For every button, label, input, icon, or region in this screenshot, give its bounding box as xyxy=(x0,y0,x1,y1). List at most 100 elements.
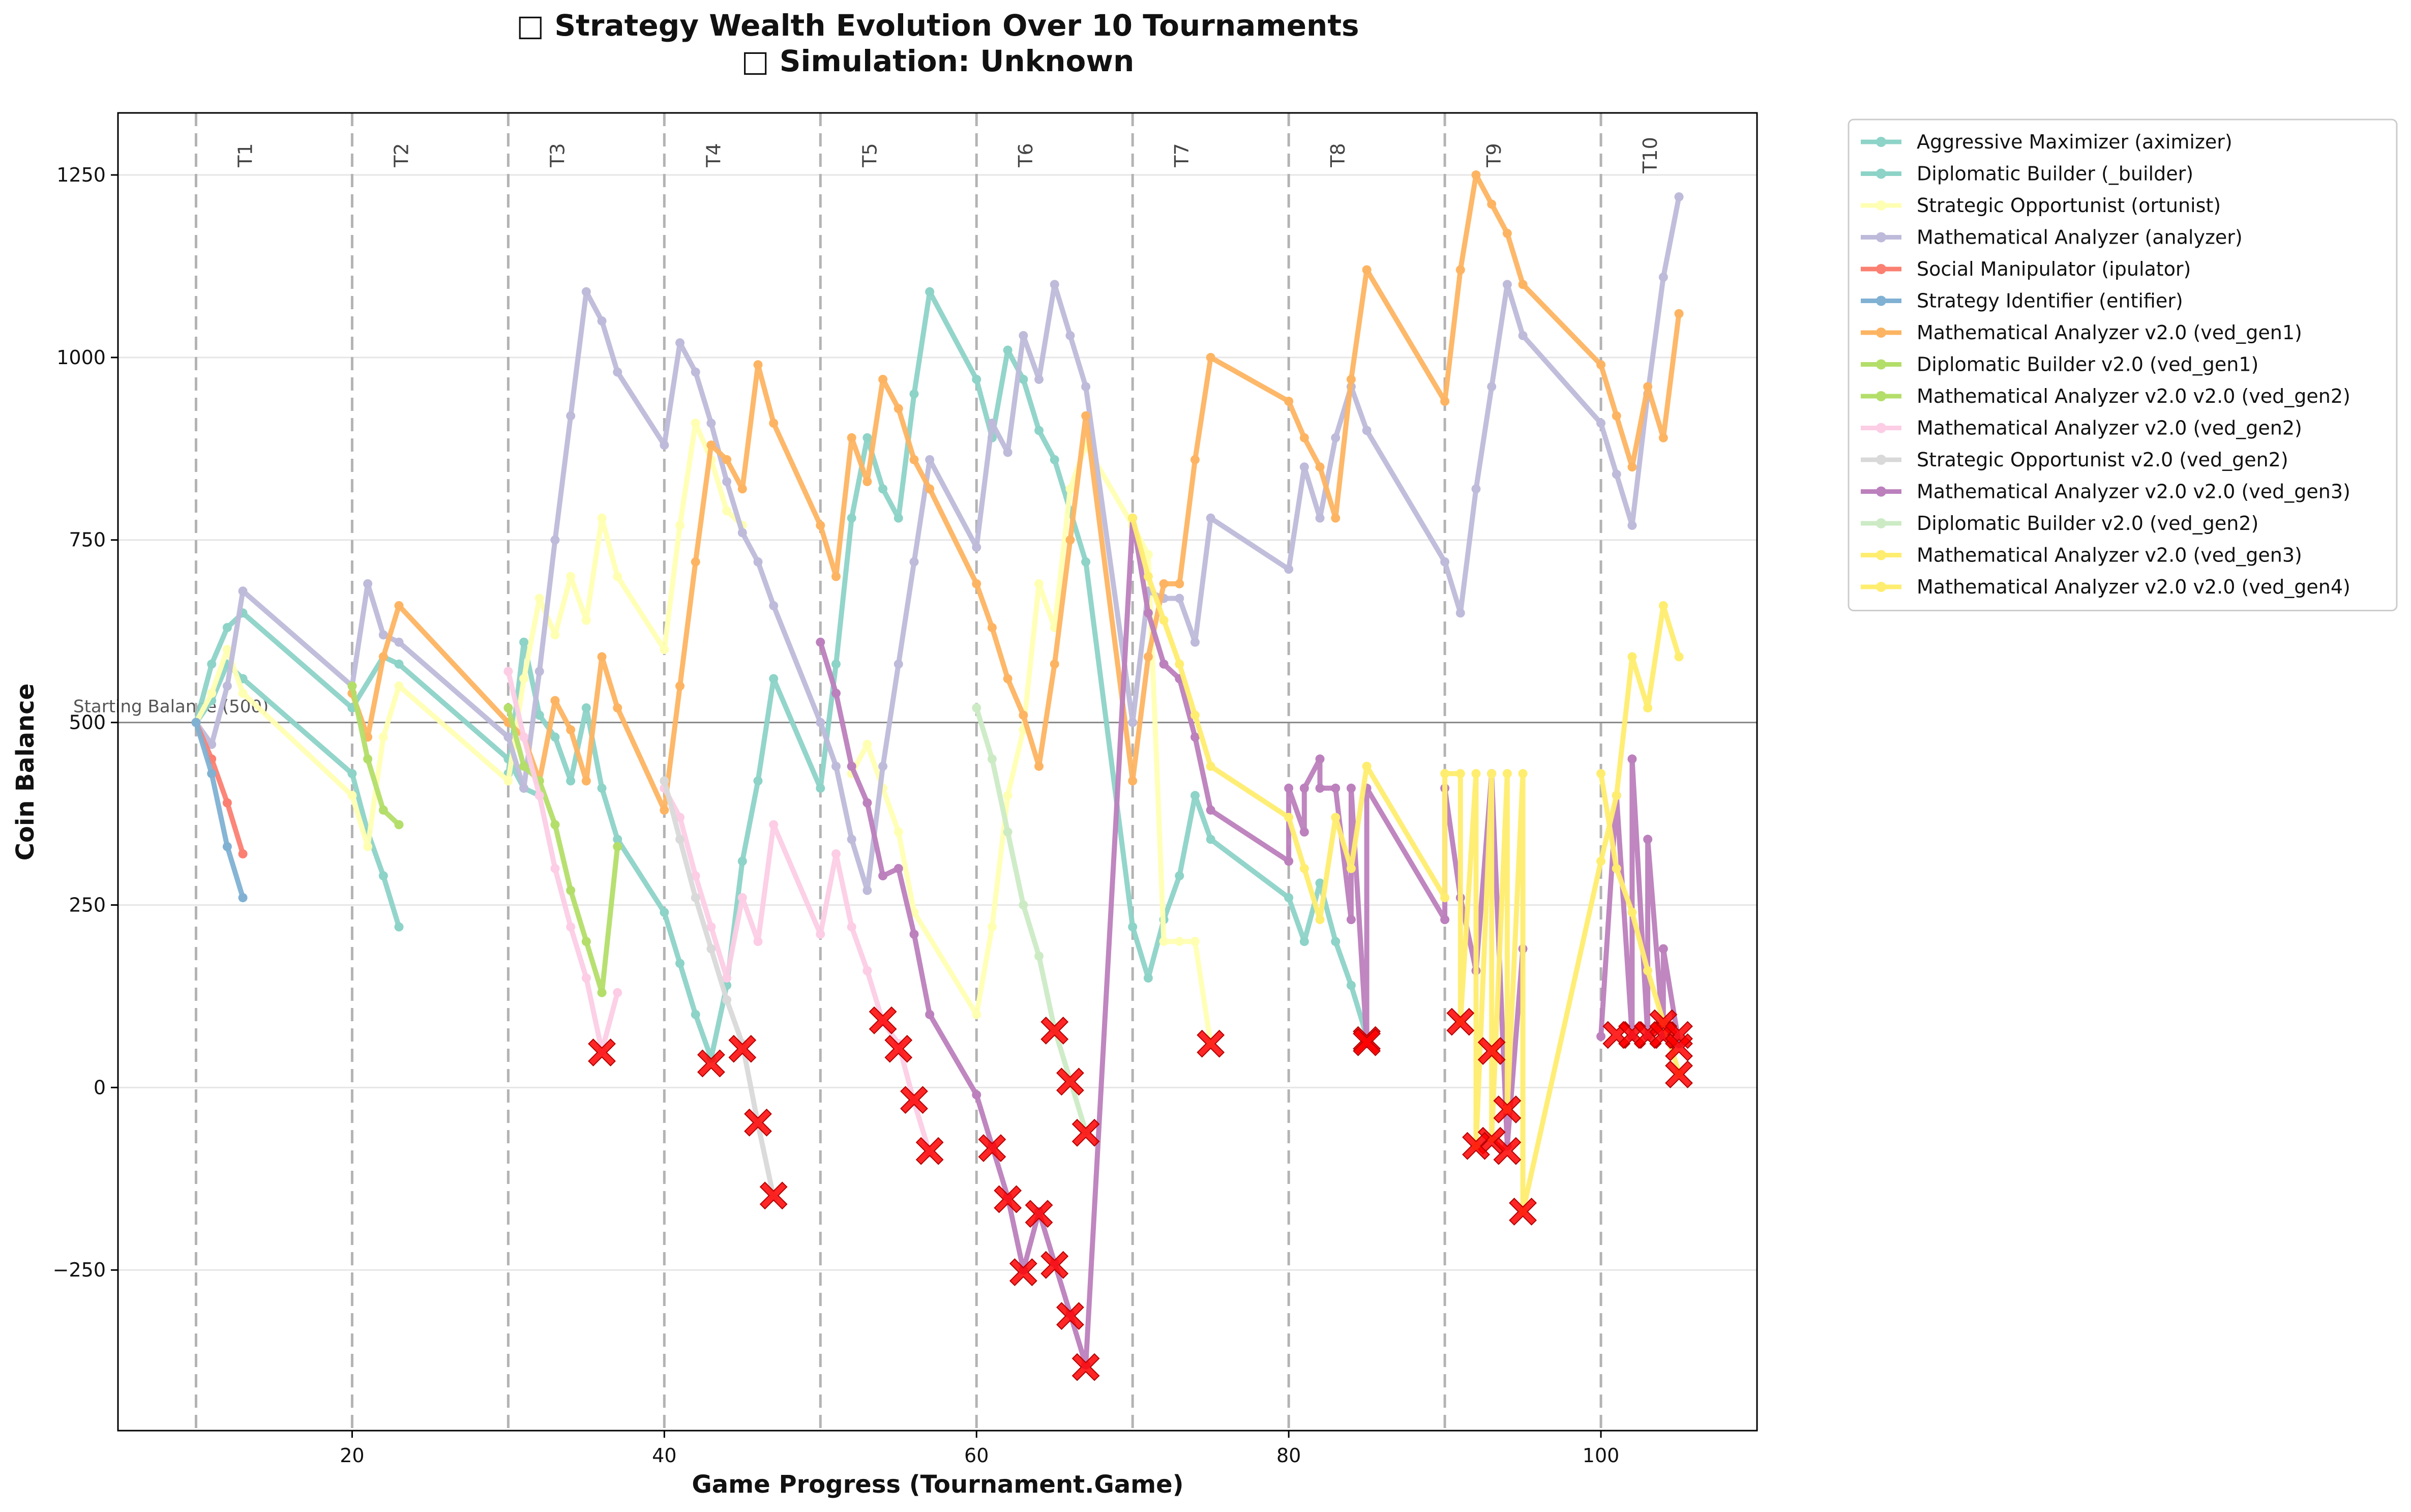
data-point xyxy=(1128,776,1138,786)
data-point xyxy=(394,637,404,647)
data-point xyxy=(1487,382,1497,392)
data-point xyxy=(660,440,669,450)
data-point xyxy=(987,419,997,428)
data-point xyxy=(675,521,685,530)
legend-entry: Mathematical Analyzer v2.0 v2.0 (ved_gen… xyxy=(1917,576,2350,598)
data-point xyxy=(1596,769,1606,779)
data-point xyxy=(1315,878,1325,888)
data-point xyxy=(550,732,560,742)
data-point xyxy=(1050,280,1059,289)
data-point xyxy=(1612,791,1621,801)
data-point xyxy=(1487,199,1497,209)
data-point xyxy=(831,689,841,698)
data-point xyxy=(347,791,357,801)
data-point xyxy=(753,557,763,567)
data-point xyxy=(1003,345,1013,355)
data-point xyxy=(1455,769,1465,779)
data-point xyxy=(1159,937,1169,946)
data-point xyxy=(909,455,919,464)
data-point xyxy=(862,477,872,486)
data-point xyxy=(1175,579,1184,588)
data-point xyxy=(1299,783,1309,793)
data-point xyxy=(1487,769,1497,779)
chart-subtitle: □ Simulation: Unknown xyxy=(741,44,1135,78)
legend-entry: Mathematical Analyzer v2.0 (ved_gen2) xyxy=(1917,417,2302,439)
data-point xyxy=(691,871,700,881)
data-point xyxy=(550,630,560,640)
data-point xyxy=(816,637,825,647)
series-line xyxy=(349,172,1682,813)
legend-marker xyxy=(1876,359,1886,370)
data-point xyxy=(613,988,622,997)
elimination-marker xyxy=(744,1108,772,1137)
data-point xyxy=(972,579,981,588)
elimination-marker xyxy=(869,1006,897,1034)
data-point xyxy=(1658,433,1668,442)
data-point xyxy=(519,674,529,684)
data-point xyxy=(363,842,373,851)
data-point xyxy=(1596,856,1606,866)
data-point xyxy=(878,374,888,384)
tournament-label: T6 xyxy=(1015,143,1037,167)
legend-marker xyxy=(1876,391,1886,401)
data-point xyxy=(534,710,544,720)
data-point xyxy=(1643,966,1653,975)
data-point xyxy=(1627,754,1637,764)
data-point xyxy=(597,513,607,523)
elimination-marker xyxy=(1493,1095,1522,1123)
data-point xyxy=(1299,827,1309,837)
data-point xyxy=(831,659,841,669)
data-point xyxy=(1346,981,1356,990)
data-point xyxy=(378,871,388,881)
data-point xyxy=(566,885,576,895)
data-point xyxy=(1518,280,1528,289)
data-point xyxy=(534,594,544,603)
data-point xyxy=(1362,265,1372,275)
data-point xyxy=(1518,769,1528,779)
data-point xyxy=(831,572,841,581)
data-point xyxy=(660,805,669,815)
data-point xyxy=(1658,944,1668,954)
series-line xyxy=(193,610,542,798)
legend-marker xyxy=(1876,455,1886,465)
data-point xyxy=(363,579,373,588)
data-point xyxy=(878,871,888,881)
legend-box xyxy=(1848,118,2398,611)
data-point xyxy=(972,1010,981,1019)
data-point xyxy=(1315,513,1325,523)
data-point xyxy=(1003,827,1013,837)
data-point xyxy=(1658,601,1668,610)
data-point xyxy=(925,455,935,464)
data-point xyxy=(394,659,404,669)
elimination-marker xyxy=(697,1049,725,1078)
data-point xyxy=(909,389,919,399)
data-point xyxy=(1612,411,1621,421)
data-point xyxy=(722,455,732,464)
elimination-marker xyxy=(759,1181,788,1210)
data-point xyxy=(706,944,716,954)
legend-entry: Social Manipulator (ipulator) xyxy=(1917,258,2191,280)
data-point xyxy=(503,703,513,713)
data-point xyxy=(691,419,700,428)
data-point xyxy=(1471,170,1481,180)
data-point xyxy=(660,776,669,786)
data-point xyxy=(1596,1031,1606,1041)
data-point xyxy=(675,813,685,822)
data-point xyxy=(1674,192,1684,202)
data-point xyxy=(1502,228,1512,238)
data-point xyxy=(207,739,217,749)
data-point xyxy=(613,572,622,581)
elimination-marker xyxy=(1040,1016,1069,1045)
data-point xyxy=(1440,915,1450,925)
elimination-marker xyxy=(1025,1200,1053,1228)
elimination-marker xyxy=(1477,1037,1506,1065)
data-point xyxy=(1128,922,1138,932)
series-line xyxy=(818,515,1526,1368)
data-point xyxy=(222,622,232,632)
data-point xyxy=(207,659,217,669)
data-point xyxy=(987,754,997,764)
data-point xyxy=(1019,374,1028,384)
data-point xyxy=(894,404,903,413)
x-tick-label: 100 xyxy=(1583,1444,1620,1467)
elimination-markers xyxy=(588,1006,1693,1381)
